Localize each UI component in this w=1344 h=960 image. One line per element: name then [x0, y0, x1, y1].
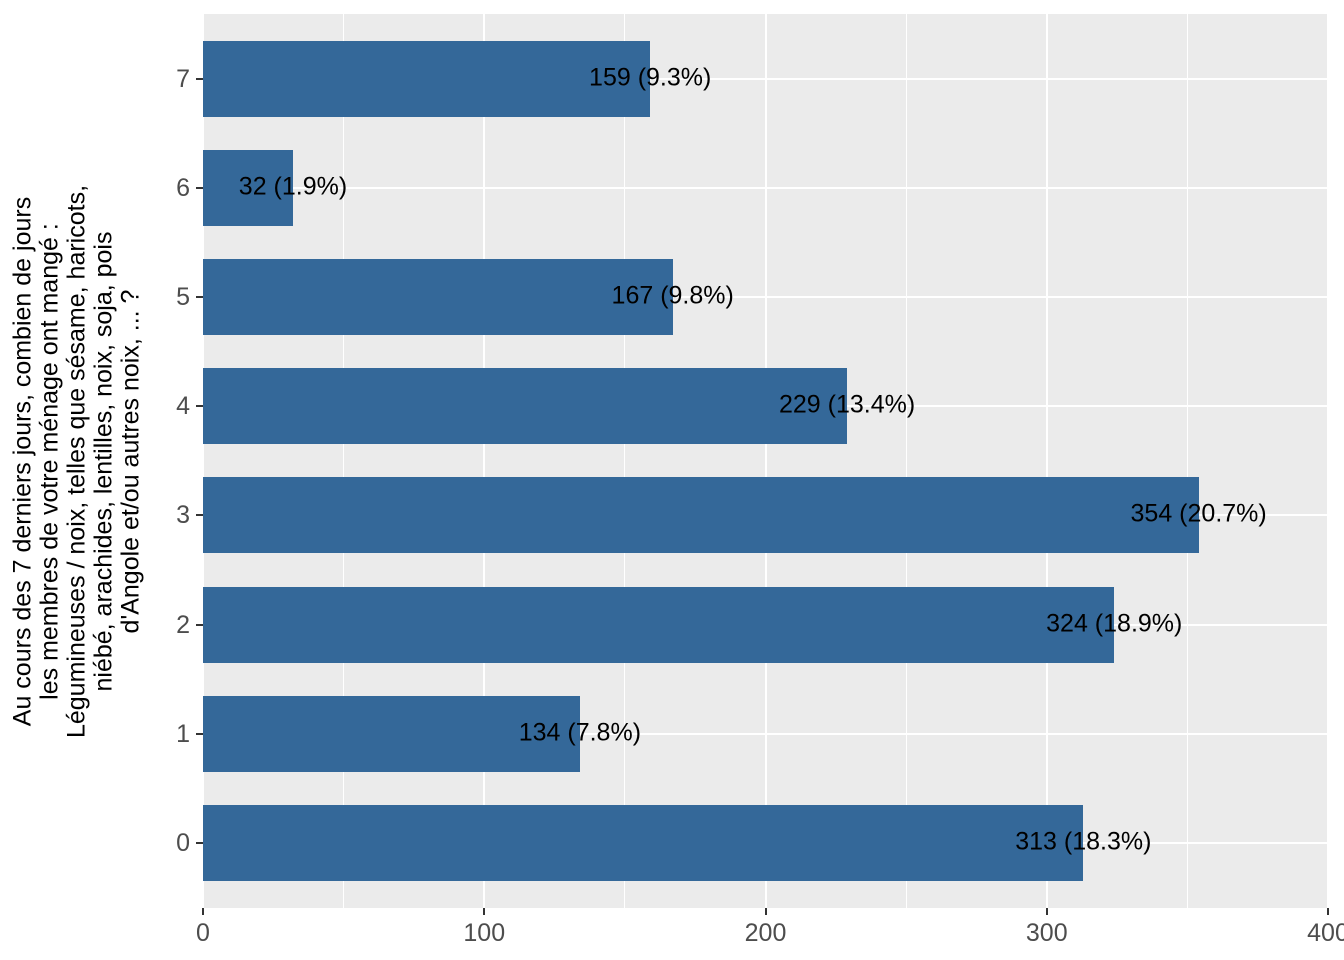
- y-tick-mark-5: [196, 296, 203, 299]
- x-tick-mark-400: [1327, 908, 1329, 915]
- bar-label-7: 159 (9.3%): [589, 63, 712, 92]
- bar-category-3: [203, 477, 1199, 554]
- y-axis-title: Au cours des 7 derniers jours, combien d…: [8, 15, 145, 909]
- bar-category-4: [203, 368, 848, 445]
- y-axis-tick-label-1: 1: [176, 719, 190, 748]
- gridline-major-y-7: [203, 78, 1328, 81]
- bar-category-5: [203, 259, 673, 336]
- plot-panel: [203, 14, 1328, 908]
- x-axis-tick-label-100: 100: [463, 919, 506, 947]
- y-tick-mark-0: [196, 841, 203, 844]
- bar-category-1: [203, 695, 580, 772]
- x-tick-mark-300: [1045, 908, 1048, 915]
- y-axis-title-line-3: Légumineuses / noix, telles que sésame, …: [62, 184, 91, 739]
- gridline-major-x-300: [1045, 14, 1048, 908]
- y-axis-title-line-1: Au cours des 7 derniers jours, combien d…: [8, 196, 37, 727]
- bar-label-5: 167 (9.8%): [611, 281, 734, 310]
- bar-category-0: [203, 804, 1084, 881]
- gridline-minor-x-150: [624, 14, 626, 908]
- y-axis-tick-label-3: 3: [176, 501, 190, 530]
- gridline-major-x-200: [764, 14, 767, 908]
- y-axis-tick-label-5: 5: [176, 283, 190, 312]
- y-axis-title-line-4: niébé, arachides, lentilles, noix, soja,…: [89, 231, 118, 692]
- x-tick-mark-200: [764, 908, 767, 915]
- bar-category-7: [203, 41, 651, 118]
- y-axis-tick-label-7: 7: [176, 65, 190, 94]
- y-tick-mark-2: [196, 623, 203, 626]
- gridline-major-x-0: [203, 14, 204, 908]
- x-axis-tick-label-200: 200: [744, 919, 787, 947]
- bar-category-6: [203, 150, 293, 227]
- gridline-major-y-5: [203, 296, 1328, 299]
- y-axis-title-line-2: les membres de votre ménage ont mangé :: [35, 223, 64, 700]
- bar-label-4: 229 (13.4%): [778, 390, 916, 419]
- y-tick-mark-7: [196, 78, 203, 81]
- bar-category-2: [203, 586, 1115, 663]
- gridline-minor-x-250: [905, 14, 907, 908]
- y-axis-tick-label-6: 6: [176, 174, 190, 203]
- bar-label-2: 324 (18.9%): [1046, 608, 1183, 637]
- bar-label-0: 313 (18.3%): [1015, 826, 1152, 855]
- x-axis-tick-label-0: 0: [196, 919, 210, 947]
- y-axis-tick-label-0: 0: [176, 828, 190, 857]
- y-tick-mark-6: [196, 187, 203, 190]
- y-axis-title-line-5: d'Angole et/ou autres noix, ... ?: [116, 289, 145, 634]
- bar-label-3: 354 (20.7%): [1130, 499, 1267, 528]
- x-tick-mark-0: [202, 908, 204, 915]
- y-axis-tick-label-2: 2: [176, 610, 190, 639]
- gridline-minor-x-50: [343, 14, 345, 908]
- bar-label-1: 134 (7.8%): [518, 717, 642, 746]
- bar-label-6: 32 (1.9%): [238, 172, 348, 201]
- gridline-major-y-6: [203, 187, 1328, 190]
- x-axis-tick-label-300: 300: [1025, 919, 1068, 947]
- y-tick-mark-1: [196, 732, 203, 735]
- gridline-major-x-400: [1327, 14, 1328, 908]
- y-tick-mark-4: [196, 405, 203, 408]
- y-axis-tick-label-4: 4: [176, 392, 190, 421]
- x-tick-mark-100: [483, 908, 486, 915]
- gridline-minor-x-350: [1186, 14, 1188, 908]
- gridline-major-y-1: [203, 732, 1328, 735]
- x-axis-tick-label-400: 400: [1307, 919, 1344, 947]
- y-tick-mark-3: [196, 514, 203, 517]
- gridline-major-x-100: [483, 14, 486, 908]
